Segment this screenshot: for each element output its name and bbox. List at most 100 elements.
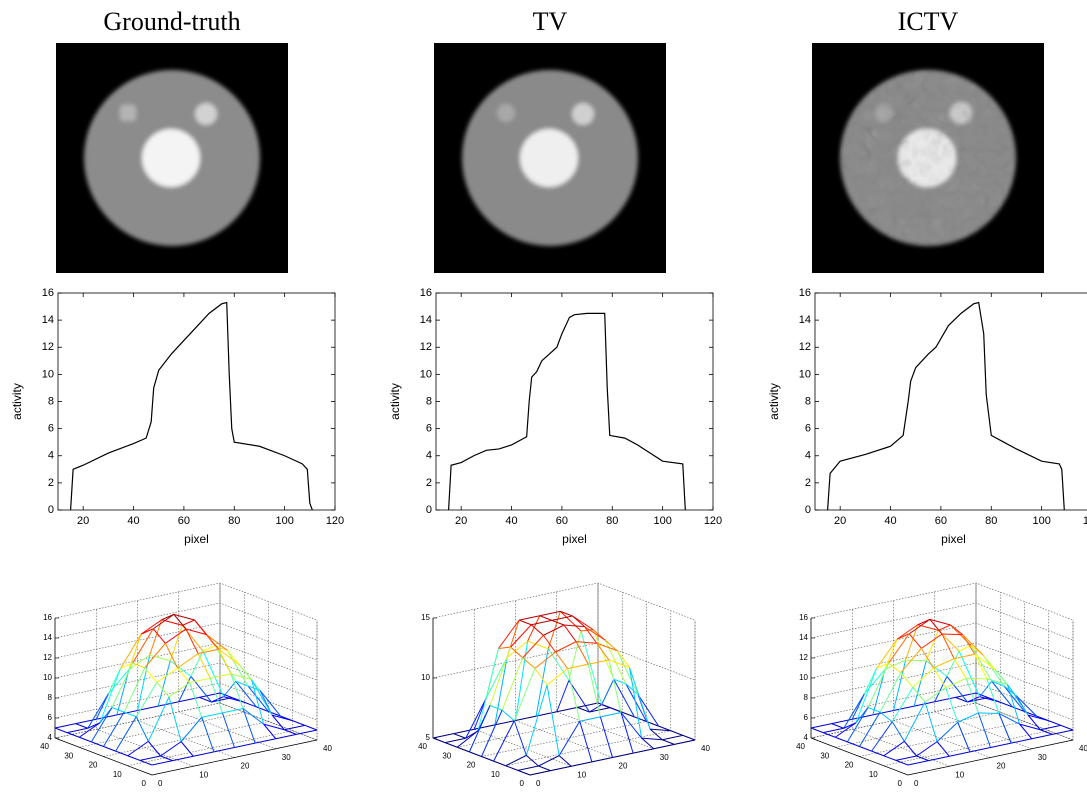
mesh-edge <box>843 693 865 729</box>
mesh-edge <box>925 660 948 677</box>
mesh-edge <box>900 648 922 674</box>
x-tick-label: 60 <box>935 515 947 527</box>
mesh-edge <box>157 660 171 707</box>
mesh-edge <box>147 741 161 757</box>
mesh-edge <box>551 619 565 626</box>
mesh-edge <box>128 654 150 670</box>
mesh-edge <box>577 706 590 713</box>
mesh-edge <box>132 662 145 669</box>
mesh-edge <box>180 716 203 742</box>
mesh-edge <box>986 678 1008 685</box>
mesh-edge <box>177 667 191 683</box>
mesh-edge <box>189 682 203 718</box>
mesh-edge <box>156 667 178 683</box>
mesh-edge <box>531 619 552 626</box>
y-tick-label: 40 <box>418 742 427 751</box>
y-tick-label: 20 <box>845 761 854 770</box>
mesh-edge <box>539 610 561 617</box>
mesh-edge <box>613 679 635 718</box>
mesh-edge <box>539 615 553 621</box>
z-tick-label: 10 <box>799 673 808 682</box>
mesh-edge <box>584 626 606 641</box>
mesh-edge <box>197 653 211 679</box>
mesh-edge <box>190 650 204 677</box>
x-tick-label: 30 <box>660 753 669 762</box>
mesh-edge <box>563 624 577 642</box>
mesh-edge <box>867 662 890 708</box>
y-tick-label: 20 <box>89 761 98 770</box>
mesh-edge <box>888 633 910 664</box>
mesh-edge <box>641 737 655 750</box>
mesh-edge <box>920 648 934 669</box>
mesh-edge <box>970 645 993 682</box>
mesh-edge <box>823 727 844 734</box>
mesh-edge <box>962 634 984 656</box>
z-tick-label: 8 <box>804 693 809 702</box>
y-tick-label: 10 <box>799 368 811 380</box>
mesh-edge <box>588 659 609 665</box>
mesh-edge <box>226 649 240 666</box>
mesh-edge <box>896 633 910 640</box>
y-tick-label: 16 <box>420 287 432 299</box>
mesh-edge <box>912 687 926 703</box>
mesh-edge <box>979 680 993 697</box>
mesh-edge <box>908 618 931 635</box>
mesh-edge <box>946 650 960 677</box>
mesh-edge <box>859 746 872 752</box>
mesh-edge <box>527 615 541 642</box>
mesh-edge <box>571 761 592 767</box>
mesh-edge <box>563 624 585 628</box>
mesh-edge <box>560 610 573 617</box>
mesh-edge <box>116 669 130 716</box>
mesh-edge <box>936 721 959 742</box>
mesh-edge <box>682 734 696 741</box>
y-tick-label: 12 <box>799 341 811 353</box>
mesh-edge <box>182 619 195 626</box>
mesh-edge <box>66 732 80 738</box>
mesh-edge <box>555 641 577 653</box>
x-axis-label: pixel <box>184 532 209 546</box>
mesh-edge <box>457 746 470 753</box>
mesh-edge <box>1040 729 1053 735</box>
mesh-edge <box>653 743 675 750</box>
x-tick-label: 40 <box>323 744 332 753</box>
z-tick-label: 6 <box>48 713 53 722</box>
y-tick-label: 4 <box>426 450 432 462</box>
z-tick-label: 8 <box>48 693 53 702</box>
mesh-edge <box>168 682 190 698</box>
mesh-edge <box>567 663 589 670</box>
mesh-edge <box>625 683 647 722</box>
grid-line <box>810 602 1074 641</box>
mesh-edge <box>579 721 593 763</box>
mesh-edge <box>584 626 598 644</box>
column-title: ICTV <box>898 7 959 36</box>
mesh-edge <box>139 759 153 766</box>
mesh-edge <box>115 750 128 757</box>
mesh-edge <box>178 696 200 703</box>
mesh-edge <box>284 729 297 735</box>
mesh-edge <box>965 678 979 714</box>
mesh-edge <box>600 712 622 718</box>
mesh-edge <box>193 751 214 757</box>
mesh-edge <box>620 712 634 754</box>
mesh-edge <box>629 667 643 739</box>
mesh-edge <box>519 615 540 621</box>
mesh-edge <box>629 667 651 730</box>
y-tick-label: 8 <box>805 395 811 407</box>
mesh-edge <box>934 676 948 702</box>
mesh-edge <box>230 673 244 709</box>
image-ground-truth <box>56 43 288 273</box>
mesh-edge <box>158 701 179 707</box>
mesh-edge <box>945 677 967 689</box>
mesh-edge <box>510 646 524 659</box>
mesh-edge <box>120 633 142 669</box>
mesh-edge <box>575 641 589 665</box>
mesh-edge <box>513 668 536 721</box>
mesh-edge <box>123 667 146 713</box>
z-tick-label: 16 <box>43 613 52 622</box>
mesh-edge <box>567 668 581 722</box>
mesh-edge <box>888 662 902 674</box>
mesh-edge <box>506 640 528 658</box>
mesh-edge <box>54 727 68 734</box>
mesh-edge <box>891 687 914 723</box>
